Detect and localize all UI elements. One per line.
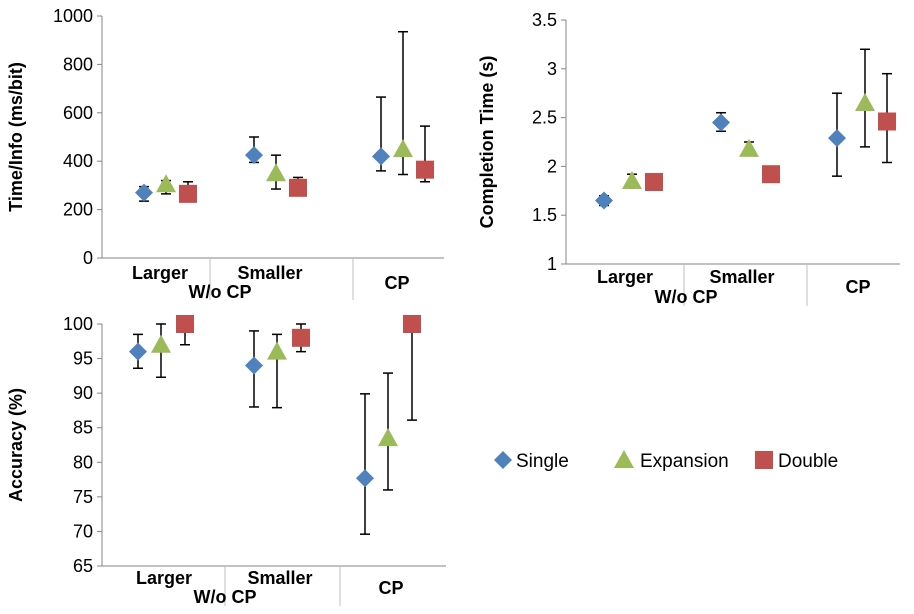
y-axis-label: Time/Info (ms/bit) (6, 62, 26, 212)
data-point-expansion (622, 171, 642, 190)
chart-time-info: 0 200 400 600 800 1000 Time/Info (ms/bit) Large… (6, 6, 444, 302)
category-label-larger: Larger (132, 263, 188, 283)
data-point-single (356, 469, 374, 488)
legend-label: Expansion (640, 451, 729, 472)
data-point-expansion (266, 163, 286, 182)
legend: Single Expansion Double (494, 450, 838, 472)
data-point-double (762, 165, 780, 184)
data-point-expansion (739, 138, 759, 157)
data-point-expansion (267, 341, 287, 360)
legend-item-expansion: Expansion (614, 450, 729, 472)
data-point-single (245, 356, 263, 375)
data-point-expansion (855, 92, 875, 111)
y-axis-label: Accuracy (%) (6, 388, 26, 502)
series-double (645, 72, 896, 192)
legend-item-double: Double (755, 451, 838, 472)
data-point-single (595, 191, 613, 210)
category-label-larger: Larger (136, 568, 192, 588)
category-label-smaller: Smaller (709, 267, 774, 287)
y-tick-label: 70 (73, 521, 93, 541)
y-tick-label: 95 (73, 349, 93, 369)
data-point-single (135, 183, 153, 202)
data-point-double (292, 328, 310, 347)
group-label: W/o CP (194, 587, 257, 607)
series-double (176, 315, 421, 421)
legend-marker-square (755, 451, 773, 469)
legend-label: Double (778, 451, 838, 472)
chart-completion-time: 1 1.5 2 2.5 3 3.5 Completion Time (s) Larger Sma… (477, 10, 900, 307)
y-tick-label: 0 (83, 248, 93, 268)
data-point-double (403, 315, 421, 333)
y-tick-label: 600 (63, 103, 93, 123)
data-point-single (129, 342, 147, 361)
y-tick-label: 3 (547, 59, 557, 79)
y-axis-label: Completion Time (s) (477, 56, 497, 229)
data-point-double (416, 160, 434, 179)
y-tick-label: 2 (547, 156, 557, 176)
group-label: W/o CP (189, 282, 252, 302)
y-tick-label: 85 (73, 418, 93, 438)
y-tick-label: 90 (73, 383, 93, 403)
y-tick-label: 1000 (53, 6, 93, 26)
y-tick-label: 400 (63, 151, 93, 171)
legend-marker-triangle (614, 450, 634, 468)
data-point-double (645, 173, 663, 192)
chart-accuracy: 65 70 75 80 85 90 95 100 Accuracy (%) Larger Small… (6, 314, 446, 607)
y-tick-label: 1.5 (532, 205, 557, 225)
data-point-single (828, 129, 846, 148)
y-tick-label: 75 (73, 487, 93, 507)
legend-item-single: Single (494, 451, 569, 472)
data-point-expansion (151, 334, 171, 353)
data-point-single (712, 113, 730, 132)
y-tick-label: 1 (547, 254, 557, 274)
y-tick-label: 800 (63, 54, 93, 74)
series-expansion (156, 30, 413, 195)
y-tick-label: 200 (63, 200, 93, 220)
group-label: W/o CP (655, 287, 718, 307)
data-point-double (878, 112, 896, 131)
data-point-double (176, 315, 194, 333)
series-double (179, 125, 434, 203)
y-tick-label: 2.5 (532, 108, 557, 128)
category-label-cp: CP (378, 578, 403, 598)
y-tick-label: 65 (73, 556, 93, 576)
data-point-double (179, 184, 197, 203)
legend-marker-diamond (494, 451, 512, 469)
data-point-double (289, 178, 307, 197)
category-label-smaller: Smaller (237, 263, 302, 283)
series-single (129, 330, 374, 535)
category-label-larger: Larger (597, 267, 653, 287)
series-single (595, 92, 846, 210)
data-point-single (245, 146, 263, 165)
data-point-single (372, 147, 390, 166)
series-single (135, 96, 390, 202)
series-expansion (622, 48, 875, 190)
category-label-cp: CP (845, 277, 870, 297)
series-expansion (151, 323, 398, 491)
y-tick-label: 100 (63, 314, 93, 334)
category-label-cp: CP (384, 273, 409, 293)
data-point-expansion (156, 174, 176, 193)
category-label-smaller: Smaller (247, 568, 312, 588)
legend-label: Single (516, 451, 569, 472)
y-tick-label: 3.5 (532, 10, 557, 30)
data-point-expansion (393, 139, 413, 158)
data-point-expansion (378, 428, 398, 447)
y-tick-label: 80 (73, 452, 93, 472)
